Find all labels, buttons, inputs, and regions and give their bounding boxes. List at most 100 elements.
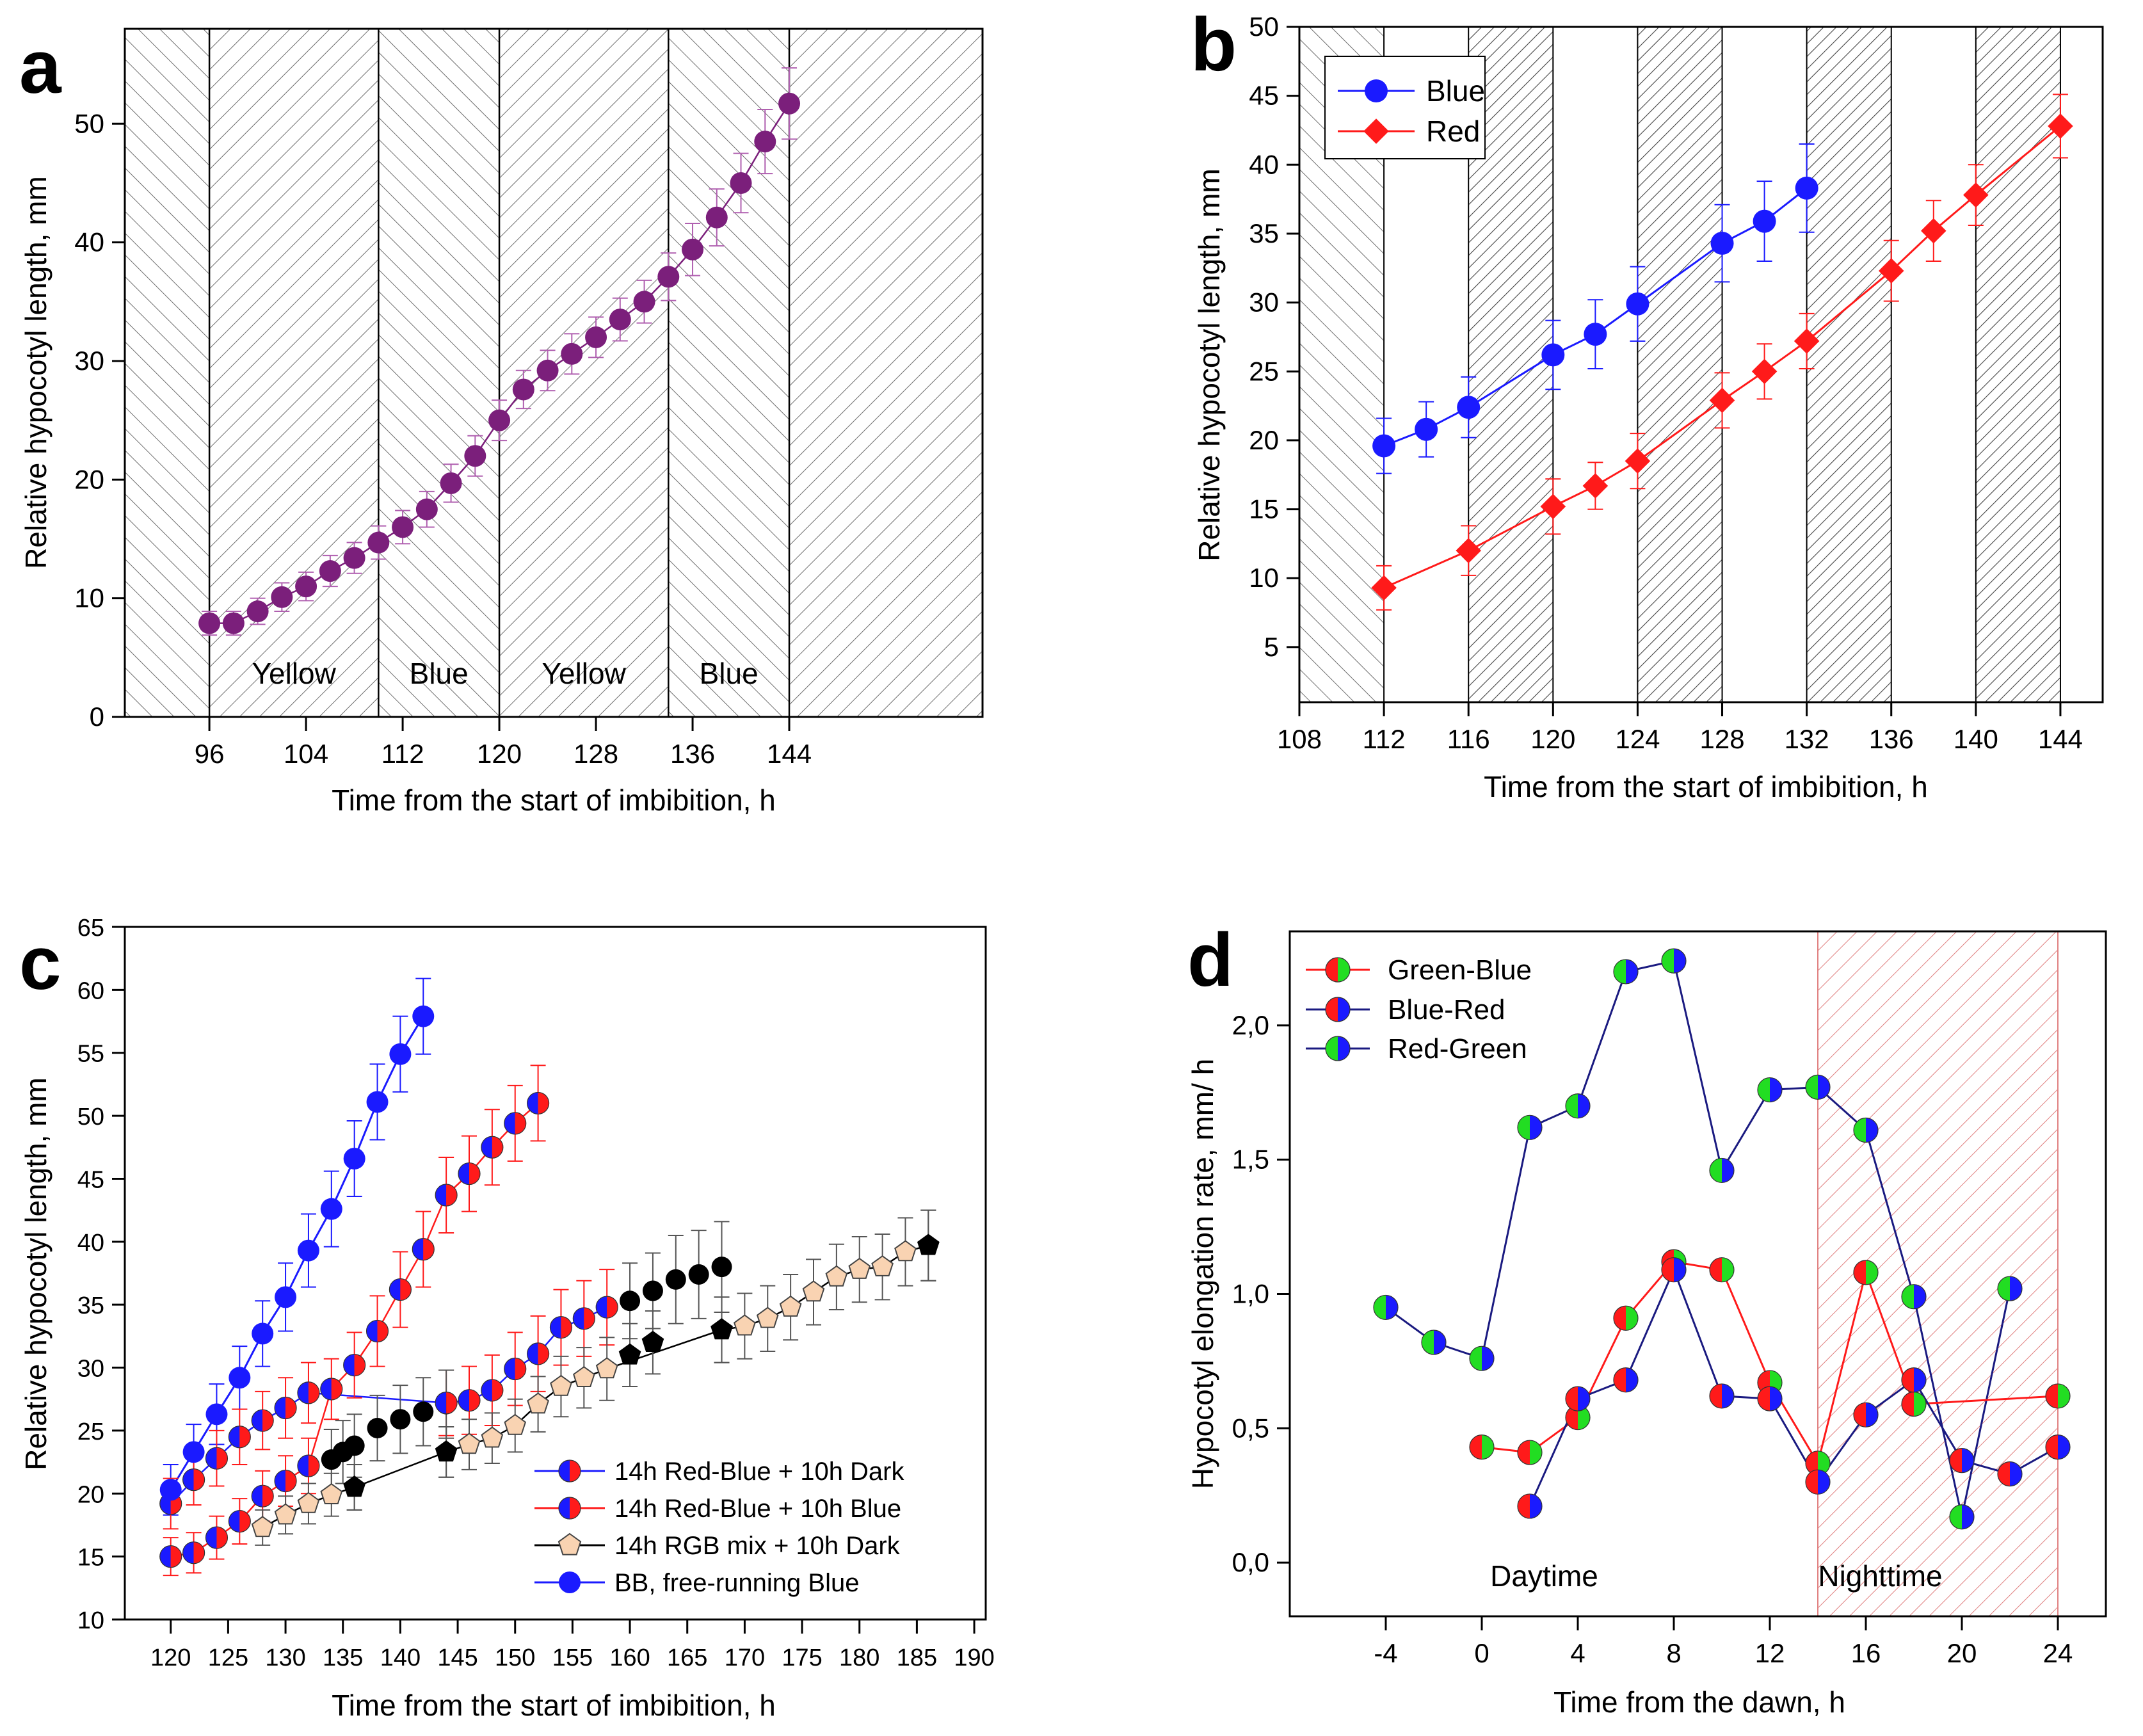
panel-b-legend-marker-blue [1365, 79, 1388, 102]
panel-c-legend-marker-left [559, 1460, 570, 1482]
panel-d-blue-red-point-left [2046, 1435, 2058, 1459]
panel-d-xlabel: Time from the dawn, h [1553, 1685, 1845, 1719]
panel-c-rb-dark-point-left [527, 1342, 538, 1365]
panel-b-data [1371, 93, 2073, 611]
panel-d-legend-marker-outline [1325, 997, 1351, 1022]
panel-d-legend-label: Blue-Red [1388, 994, 1505, 1025]
panel-d-xticks: -4 0 4 8 12 16 20 24 [1374, 1616, 2073, 1668]
panel-d-red-green-point-left [1422, 1330, 1434, 1354]
panel-d-legend-marker-right [1338, 1036, 1350, 1061]
panel-b-blue-point [1415, 417, 1438, 441]
panel-c-rb-blue-point-outline [182, 1541, 205, 1564]
panel-c-bb-point [412, 1005, 435, 1027]
panel-b-xtick-label: 144 [2038, 724, 2083, 754]
panel-b: 108 112 116 120 124 128 132 136 140 144 5 10 15 20 25… [1191, 3, 2104, 803]
panel-d-red-green-point-right [1722, 1158, 1734, 1183]
panel-c-rb-dark-point-outline [595, 1296, 618, 1319]
panel-d-green-blue-point-left [2046, 1383, 2058, 1408]
panel-d-red-green-point-right [1386, 1295, 1398, 1320]
panel-d-ytick-label: 1,5 [1232, 1145, 1269, 1175]
panel-c-rb-blue-point-outline [412, 1238, 435, 1261]
panel-d-blue-red-point-left [1662, 1257, 1674, 1282]
panel-a-point [561, 342, 583, 365]
panel-d-blue-red-point-left [1614, 1367, 1626, 1392]
panel-c-xtick-label: 155 [552, 1644, 593, 1671]
panel-d-green-blue-point-left [1806, 1451, 1818, 1475]
panel-d-red-green-point-outline [1709, 1157, 1735, 1184]
panel-d-blue-red-point-outline [1565, 1386, 1591, 1411]
panel-a-point [585, 326, 607, 348]
panel-b-frame [1298, 26, 2104, 703]
panel-c-legend-label: 14h RGB mix + 10h Dark [614, 1532, 901, 1560]
panel-c-rb-blue-point-right [400, 1278, 412, 1301]
panel-d-green-blue-point-right [1818, 1451, 1830, 1475]
panel-c-rb-blue-point-left [159, 1545, 171, 1568]
panel-c-rb-dark-point-left [297, 1381, 309, 1404]
panel-b-xtick-label: 112 [1363, 724, 1406, 754]
panel-d-xtick-label: -4 [1374, 1638, 1397, 1668]
panel-a-point [754, 131, 776, 153]
panel-d-red-green-point-outline [1997, 1276, 2023, 1301]
panel-c-rb-blue-point-left [252, 1485, 263, 1507]
panel-a-shaded-region [209, 29, 379, 717]
panel-c-rb-dark-point-outline [251, 1409, 274, 1432]
panel-c-rb-dark-point-left [182, 1468, 194, 1491]
panel-c-rb-blue-point-outline [481, 1136, 504, 1159]
panel-c-rb-dark-point-right [515, 1358, 526, 1380]
panel-a-xtick-label: 104 [284, 739, 328, 769]
panel-d-green-blue-point-left [1902, 1392, 1914, 1417]
panel-c-xtick-label: 140 [380, 1644, 421, 1671]
panel-d-blue-red-point-right [2010, 1461, 2022, 1486]
panel-d-green-blue-point-left [1710, 1257, 1722, 1282]
panel-c-rb-blue-point-right [331, 1378, 342, 1400]
panel-c-rb-blue-point-left [481, 1136, 492, 1159]
panel-c-rb-blue-point-outline [343, 1354, 366, 1377]
panel-b-xlabel: Time from the start of imbibition, h [1484, 770, 1928, 803]
panel-c-rgb-point [825, 1265, 848, 1287]
panel-c-rb-dark-point-outline [205, 1447, 229, 1470]
panel-d-xtick-label: 20 [1947, 1638, 1977, 1668]
panel-c-rb-dark-point-left [229, 1426, 240, 1448]
panel-c-rb-dark-point-outline [182, 1468, 205, 1491]
panel-c-xtick-label: 175 [782, 1644, 822, 1671]
panel-c-rb-blue-point-outline [365, 1319, 389, 1343]
panel-b-xtick-label: 124 [1615, 724, 1660, 754]
panel-c-rgb-point [320, 1483, 343, 1504]
panel-d-green-blue-point-right [1722, 1257, 1734, 1282]
panel-c-rgb-point [802, 1280, 825, 1302]
panel-c-legend-marker-outline [558, 1459, 581, 1483]
panel-a-shaded-region [499, 29, 669, 717]
panel-b-ytick-label: 30 [1249, 287, 1279, 317]
panel-d-red-green-point-left [1902, 1284, 1914, 1309]
panel-a-point [488, 409, 511, 431]
panel-d-region-labels: Daytime Nighttime [1490, 1559, 1943, 1593]
panel-c-black-circle [344, 1435, 365, 1456]
panel-d-blue-red-point-outline [1757, 1386, 1783, 1411]
panel-b-yticks: 5 10 15 20 25 30 35 40 45 50 [1249, 12, 1299, 662]
panel-d-ytick-label: 0,0 [1232, 1547, 1269, 1577]
panel-d-green-blue-point-left [1854, 1260, 1866, 1285]
panel-a-xtick-label: 136 [670, 739, 715, 769]
panel-c-rb-blue-point-left [504, 1112, 515, 1134]
panel-d-green-blue-point-left [1566, 1405, 1578, 1430]
panel-d-green-blue-point-right [1914, 1392, 1926, 1417]
panel-d-blue-red-point-left [1998, 1461, 2010, 1486]
panel-d-xtick-label: 0 [1474, 1638, 1489, 1668]
panel-d-green-blue-point-outline [1709, 1257, 1735, 1283]
panel-d-blue-red-point-outline [1709, 1383, 1735, 1409]
panel-c-xticks: 120 125 130 135 140 145 150 155 160 165 170 175 180 1… [150, 1619, 995, 1671]
panel-a-ytick-label: 50 [74, 108, 104, 138]
panel-c-rb-blue-point-outline [159, 1545, 182, 1568]
panel-b-red-point [1920, 218, 1946, 244]
panel-c-rb-dark-point-outline [274, 1396, 297, 1420]
panel-d-green-blue-point-right [1530, 1440, 1542, 1465]
panel-c-black-pentagon [618, 1343, 641, 1365]
panel-b-blue-point [1541, 343, 1565, 367]
panel-c-rgb-point [274, 1503, 297, 1525]
panel-a-ytick-label: 40 [74, 227, 104, 257]
panel-c-rb-dark-point-right [492, 1379, 503, 1401]
panel-a-xtick-label: 128 [574, 739, 618, 769]
panel-c-rgb-point [251, 1516, 274, 1538]
panel-b-ylabel: Relative hypocotyl length, mm [1192, 168, 1226, 561]
panel-a-xlabel: Time from the start of imbibition, h [332, 784, 776, 817]
